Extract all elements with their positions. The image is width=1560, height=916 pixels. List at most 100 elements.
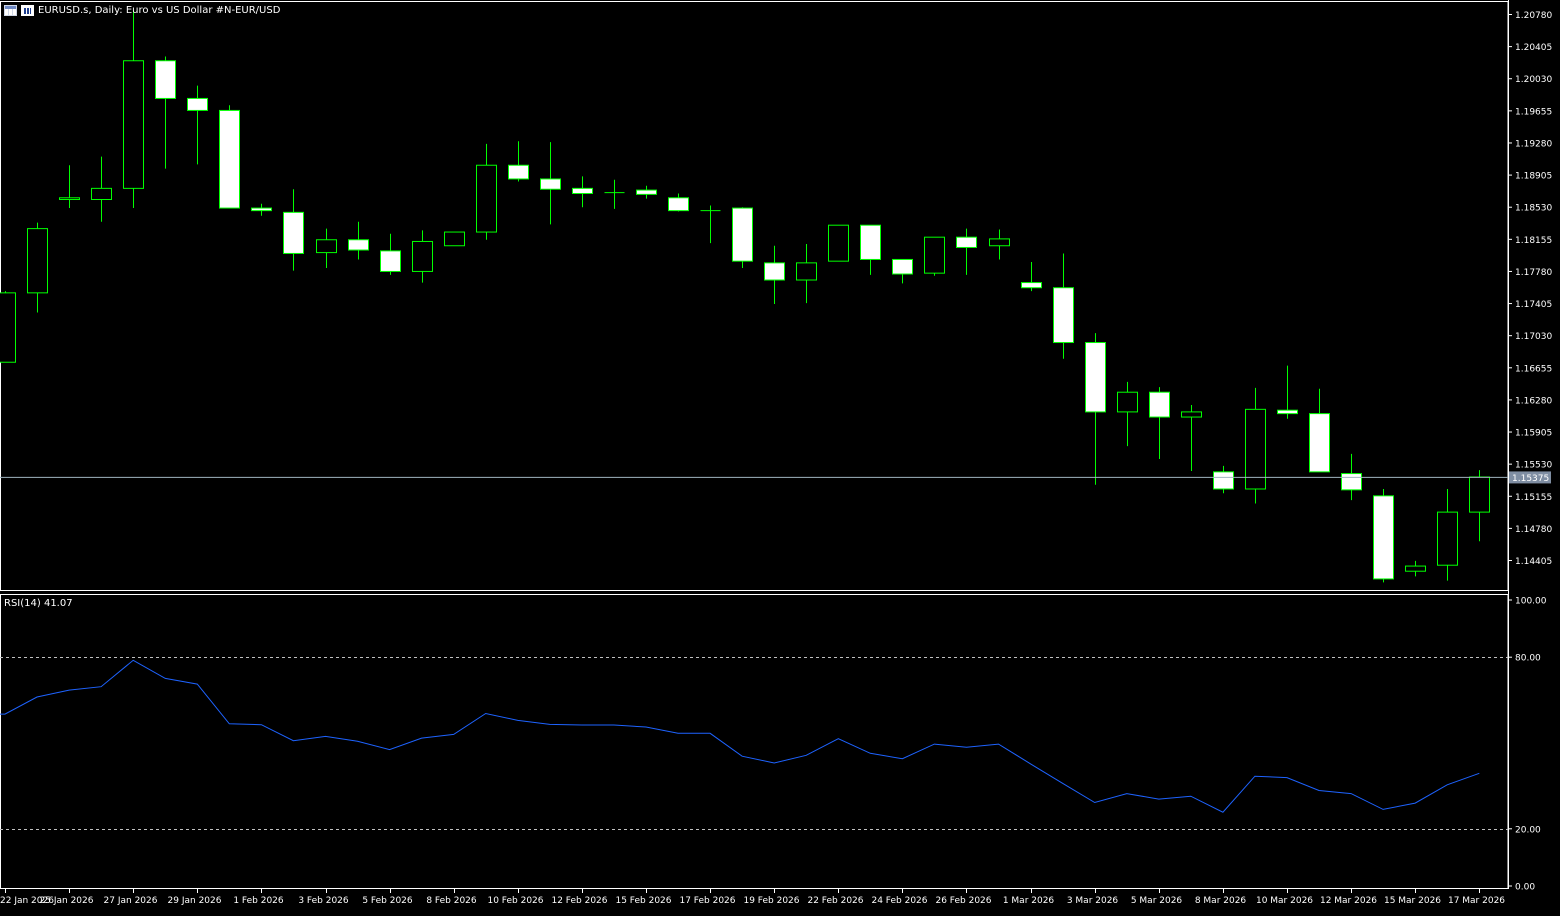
time-tick-label: 22 Jan 2026 — [0, 896, 54, 906]
candle — [636, 185, 657, 199]
candle-body — [1437, 511, 1458, 566]
candle — [989, 229, 1010, 260]
candle-body — [219, 109, 240, 209]
candle — [1021, 262, 1042, 292]
bid-price-tag — [1509, 471, 1551, 484]
candle — [700, 205, 721, 244]
candle — [444, 231, 465, 247]
price-tick-label: 1.14780 — [1515, 525, 1552, 535]
candle — [412, 230, 433, 283]
time-tick-label: 26 Feb 2026 — [935, 896, 991, 906]
price-axis[interactable]: 1.20780 1.20405 1.20030 1.19655 1.19280 1.189… — [0, 11, 1552, 567]
candle — [1437, 488, 1458, 581]
candle-body — [1149, 391, 1170, 418]
time-tick-label: 29 Jan 2026 — [168, 896, 222, 906]
candle-body — [764, 262, 785, 281]
candle-body — [924, 236, 945, 274]
candle-body — [636, 189, 657, 195]
price-tick-label: 1.19280 — [1515, 139, 1552, 149]
rsi-tick-label: 80.00 — [1515, 654, 1541, 664]
candle-body — [1309, 413, 1330, 473]
candle-body — [1053, 287, 1074, 344]
price-tick-label: 1.17780 — [1515, 268, 1552, 278]
time-tick-label: 3 Feb 2026 — [298, 896, 349, 906]
rsi-tick-label: 100.00 — [1515, 597, 1547, 607]
rsi-layer — [0, 657, 1508, 830]
candle-body — [828, 224, 849, 262]
candle — [0, 291, 16, 363]
candle-body — [796, 262, 817, 281]
candle — [1213, 465, 1234, 494]
candle-body — [283, 211, 304, 254]
time-tick-label: 10 Mar 2026 — [1256, 896, 1313, 906]
time-tick-label: 25 Jan 2026 — [40, 896, 94, 906]
candle-body — [1213, 471, 1234, 490]
chart-header: EURUSD.s, Daily: Euro vs US Dollar #N-EU… — [4, 3, 280, 17]
candle — [924, 236, 945, 276]
candle — [1277, 365, 1298, 419]
candle-body — [1469, 476, 1490, 513]
candle — [1117, 381, 1138, 447]
price-tick-label: 1.20030 — [1515, 75, 1552, 85]
candle-body — [1117, 391, 1138, 413]
time-tick-label: 1 Mar 2026 — [1003, 896, 1055, 906]
price-tick-label: 1.15155 — [1515, 493, 1552, 503]
rsi-tick-label: 20.00 — [1515, 825, 1541, 835]
candle — [283, 189, 304, 271]
candle — [668, 193, 689, 212]
chart-icon[interactable] — [21, 4, 34, 16]
candle — [380, 233, 401, 275]
rsi-label: RSI(14) 41.07 — [4, 598, 73, 609]
candle-body — [956, 236, 977, 248]
candle-body — [27, 228, 48, 294]
candle — [828, 224, 849, 262]
candle — [348, 221, 369, 260]
candle-body — [187, 97, 208, 111]
rsi-axis[interactable]: 100.00 80.00 20.00 0.00 — [1508, 597, 1547, 893]
time-tick-label: 24 Feb 2026 — [871, 896, 927, 906]
chart-title: EURUSD.s, Daily: Euro vs US Dollar #N-EU… — [38, 4, 281, 16]
candle — [1149, 387, 1170, 460]
price-tick-label: 1.19655 — [1515, 107, 1552, 117]
candle-body — [860, 224, 881, 260]
price-tick-label: 1.17030 — [1515, 332, 1552, 342]
candle-body — [668, 197, 689, 212]
candle — [91, 156, 112, 222]
candle-body — [508, 164, 529, 180]
candle-body — [251, 207, 272, 212]
time-tick-label: 3 Mar 2026 — [1067, 896, 1119, 906]
time-tick-label: 12 Mar 2026 — [1320, 896, 1377, 906]
candle — [572, 176, 593, 208]
candle — [251, 203, 272, 216]
candle — [123, 10, 144, 209]
candle-body — [1245, 408, 1266, 490]
candle-body — [348, 239, 369, 251]
candle — [1469, 470, 1490, 542]
candle — [1309, 388, 1330, 473]
time-tick-label: 17 Feb 2026 — [679, 896, 735, 906]
table-icon[interactable] — [4, 4, 17, 16]
candle-body — [989, 238, 1010, 247]
candle — [892, 258, 913, 284]
time-tick-label: 22 Feb 2026 — [807, 896, 863, 906]
candle — [59, 165, 80, 209]
time-tick-label: 15 Feb 2026 — [615, 896, 671, 906]
candle — [540, 142, 561, 225]
candle-body — [316, 239, 337, 254]
candle-body — [1085, 342, 1106, 413]
price-tick-label: 1.18530 — [1515, 204, 1552, 214]
price-tick-label: 1.18905 — [1515, 172, 1552, 182]
candle — [316, 228, 337, 269]
candle — [764, 245, 785, 304]
price-tick-label: 1.15905 — [1515, 429, 1552, 439]
candle — [1405, 560, 1426, 577]
candle-body — [0, 292, 16, 363]
candle-body — [155, 60, 176, 99]
candle — [1085, 333, 1106, 485]
candle-body — [1021, 282, 1042, 289]
candle — [860, 224, 881, 275]
main-pane-border — [0, 1, 1509, 591]
